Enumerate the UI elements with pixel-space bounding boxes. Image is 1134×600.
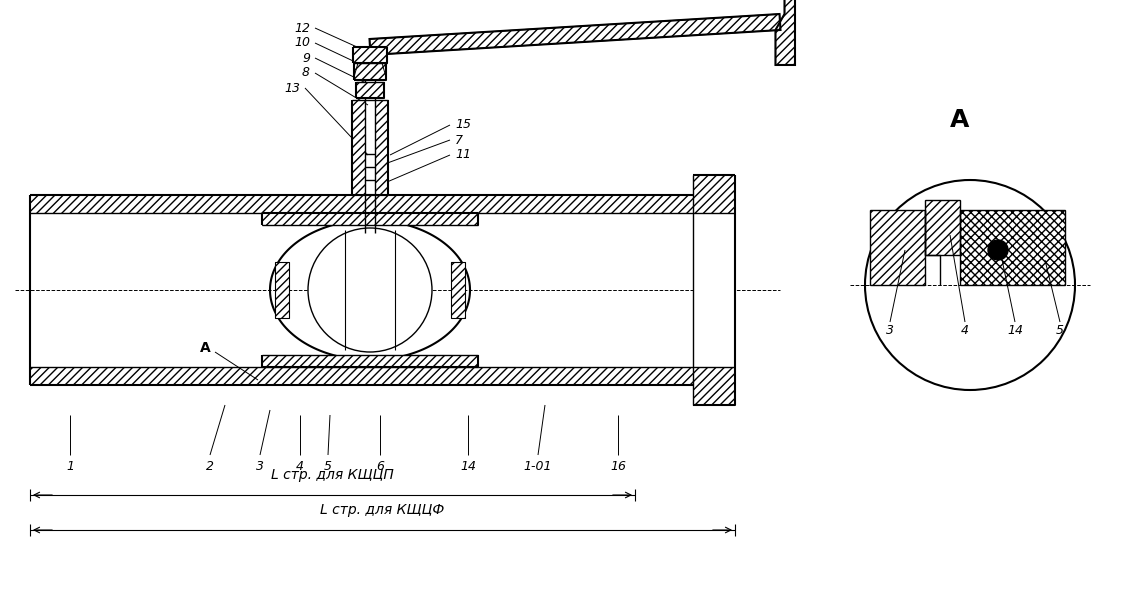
Polygon shape xyxy=(29,195,730,213)
Polygon shape xyxy=(451,262,465,318)
Polygon shape xyxy=(29,367,730,385)
Text: 3: 3 xyxy=(256,460,264,473)
Polygon shape xyxy=(354,63,386,80)
Circle shape xyxy=(308,228,432,352)
Text: L стр. для КЩЦФ: L стр. для КЩЦФ xyxy=(320,503,445,517)
Text: 2: 2 xyxy=(206,460,214,473)
Polygon shape xyxy=(870,210,925,285)
Text: 4: 4 xyxy=(960,323,968,337)
Text: 7: 7 xyxy=(455,133,463,146)
Polygon shape xyxy=(276,262,289,318)
Polygon shape xyxy=(356,82,384,98)
Polygon shape xyxy=(353,47,387,63)
Text: 11: 11 xyxy=(455,148,471,161)
Polygon shape xyxy=(370,14,780,55)
Text: 9: 9 xyxy=(302,52,310,64)
Text: 5: 5 xyxy=(1056,323,1064,337)
Bar xyxy=(693,213,735,367)
Text: 1-01: 1-01 xyxy=(524,460,552,473)
Text: L стр. для КЩЦП: L стр. для КЩЦП xyxy=(271,468,393,482)
Text: 5: 5 xyxy=(324,460,332,473)
Text: 1: 1 xyxy=(66,460,74,473)
Text: 4: 4 xyxy=(296,460,304,473)
Polygon shape xyxy=(693,175,735,405)
Text: 10: 10 xyxy=(294,37,310,49)
Text: 16: 16 xyxy=(610,460,626,473)
Text: A: A xyxy=(950,108,970,132)
Polygon shape xyxy=(262,213,479,225)
Text: 14: 14 xyxy=(1007,323,1023,337)
Polygon shape xyxy=(960,210,1065,285)
Polygon shape xyxy=(776,0,795,65)
Text: 3: 3 xyxy=(886,323,894,337)
Text: 6: 6 xyxy=(376,460,384,473)
Text: A: A xyxy=(200,341,211,355)
Circle shape xyxy=(988,240,1008,260)
Polygon shape xyxy=(925,200,960,255)
Circle shape xyxy=(865,180,1075,390)
Polygon shape xyxy=(262,355,479,367)
Polygon shape xyxy=(375,100,388,195)
Text: 15: 15 xyxy=(455,118,471,131)
Polygon shape xyxy=(352,100,365,195)
Text: 13: 13 xyxy=(284,82,301,94)
Text: 14: 14 xyxy=(460,460,476,473)
Text: 12: 12 xyxy=(294,22,310,34)
Text: 8: 8 xyxy=(302,67,310,79)
